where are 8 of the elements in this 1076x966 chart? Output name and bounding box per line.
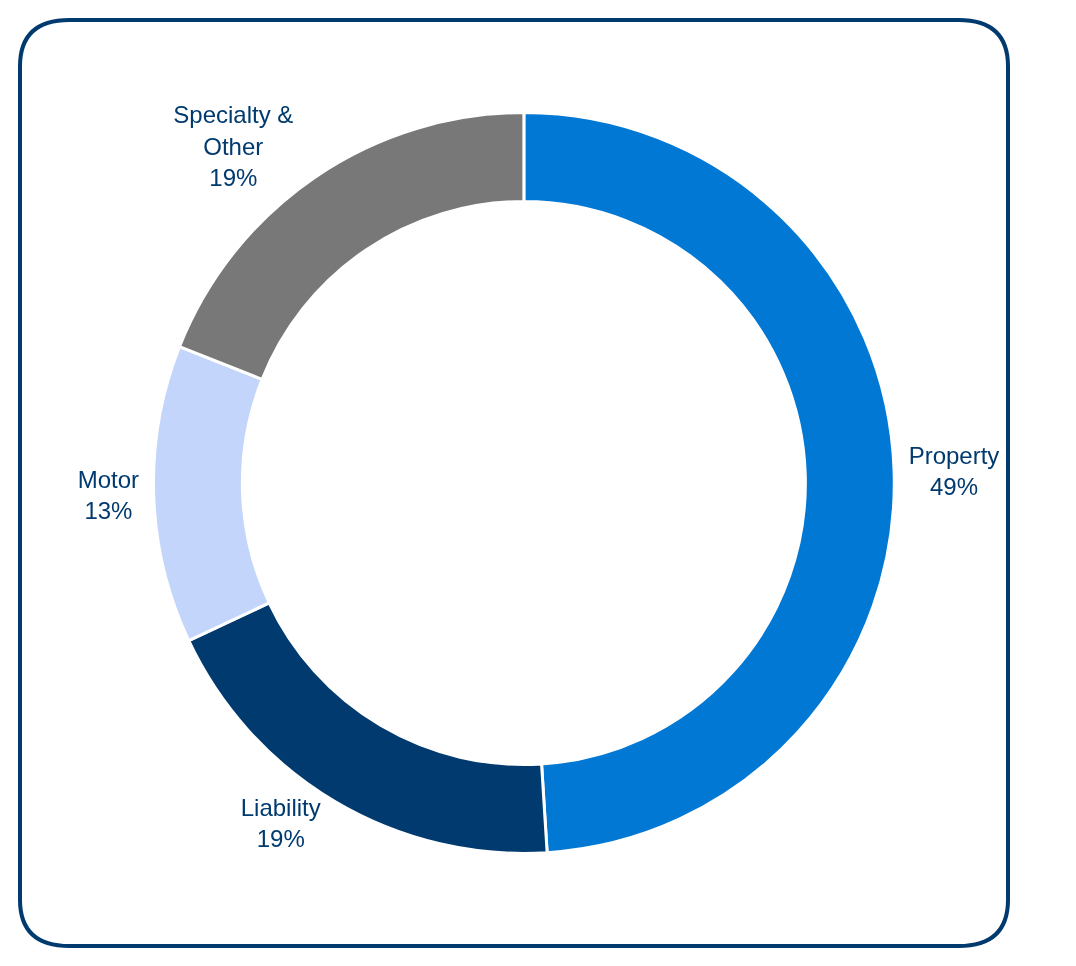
data-label: 49%: [929, 473, 979, 501]
slice-label: Specialty & Other: [173, 101, 294, 160]
data-label: 19%: [256, 825, 305, 853]
slice-label: Motor: [77, 465, 140, 493]
slice-label: Property: [908, 442, 1000, 470]
slice-label: Liability: [240, 794, 321, 822]
data-label: 13%: [84, 496, 133, 524]
data-label: 19%: [209, 163, 258, 191]
